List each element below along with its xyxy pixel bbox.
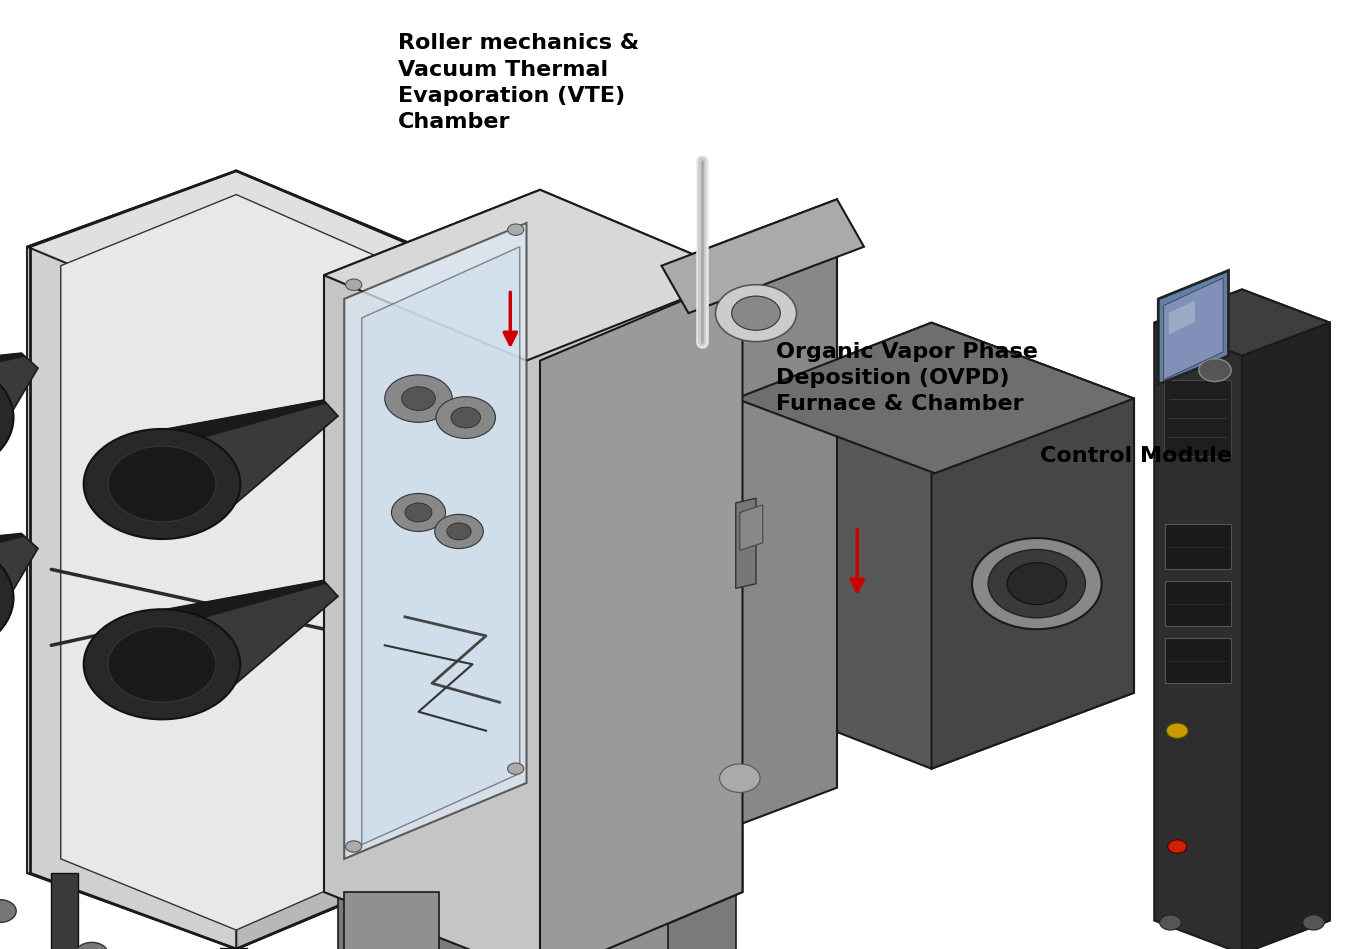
Polygon shape (120, 400, 327, 456)
Circle shape (0, 536, 14, 660)
Text: Organic Vapor Phase
Deposition (OVPD)
Furnace & Chamber: Organic Vapor Phase Deposition (OVPD) Fu… (776, 342, 1038, 415)
Polygon shape (324, 190, 742, 361)
Polygon shape (120, 400, 338, 530)
Circle shape (435, 514, 483, 549)
Polygon shape (362, 247, 520, 845)
Circle shape (1160, 915, 1181, 930)
Polygon shape (0, 533, 24, 568)
Circle shape (1303, 915, 1324, 930)
Circle shape (76, 942, 108, 949)
Polygon shape (0, 353, 24, 388)
Circle shape (409, 942, 441, 949)
Circle shape (1199, 359, 1231, 381)
Polygon shape (120, 581, 338, 711)
Text: Roller mechanics &
Vacuum Thermal
Evaporation (VTE)
Chamber: Roller mechanics & Vacuum Thermal Evapor… (398, 33, 640, 133)
Circle shape (436, 397, 495, 438)
Polygon shape (389, 873, 416, 949)
Polygon shape (662, 199, 864, 313)
Circle shape (108, 626, 216, 702)
Polygon shape (740, 505, 763, 550)
Circle shape (1168, 840, 1187, 853)
Circle shape (84, 429, 240, 539)
Circle shape (451, 407, 481, 428)
Circle shape (405, 503, 432, 522)
Circle shape (716, 285, 796, 342)
Polygon shape (1158, 270, 1228, 384)
Polygon shape (1154, 289, 1330, 949)
Circle shape (447, 523, 471, 540)
Circle shape (0, 900, 16, 922)
Circle shape (346, 279, 362, 290)
Circle shape (385, 375, 452, 422)
Polygon shape (344, 892, 439, 949)
Polygon shape (1164, 380, 1231, 456)
Circle shape (1166, 723, 1188, 738)
Polygon shape (338, 892, 533, 949)
Circle shape (508, 224, 524, 235)
Polygon shape (1169, 301, 1195, 334)
Polygon shape (567, 892, 668, 949)
Polygon shape (1242, 323, 1330, 949)
Text: Control Module: Control Module (1040, 446, 1231, 466)
Circle shape (1007, 563, 1066, 605)
Circle shape (0, 356, 14, 479)
Circle shape (392, 493, 446, 531)
Polygon shape (220, 948, 247, 949)
Circle shape (402, 387, 435, 411)
Polygon shape (236, 247, 418, 949)
Polygon shape (1165, 638, 1231, 683)
Polygon shape (27, 171, 418, 949)
Polygon shape (27, 171, 418, 323)
Polygon shape (540, 275, 742, 949)
Circle shape (720, 764, 760, 792)
Polygon shape (931, 399, 1134, 769)
Polygon shape (1165, 524, 1231, 569)
Polygon shape (120, 581, 327, 637)
Polygon shape (0, 353, 38, 466)
Polygon shape (1154, 289, 1330, 356)
Circle shape (988, 549, 1085, 618)
Circle shape (108, 446, 216, 522)
Circle shape (732, 296, 780, 330)
Circle shape (972, 538, 1102, 629)
Polygon shape (736, 498, 756, 588)
Polygon shape (324, 190, 742, 949)
Circle shape (84, 609, 240, 719)
Polygon shape (662, 199, 837, 854)
Polygon shape (61, 195, 398, 930)
Polygon shape (344, 223, 526, 859)
Polygon shape (736, 323, 1134, 769)
Circle shape (508, 763, 524, 774)
Polygon shape (1165, 581, 1231, 626)
Circle shape (346, 841, 362, 852)
Polygon shape (51, 873, 78, 949)
Polygon shape (736, 323, 1134, 474)
Polygon shape (0, 533, 38, 646)
Polygon shape (540, 892, 736, 949)
Polygon shape (1164, 278, 1223, 380)
